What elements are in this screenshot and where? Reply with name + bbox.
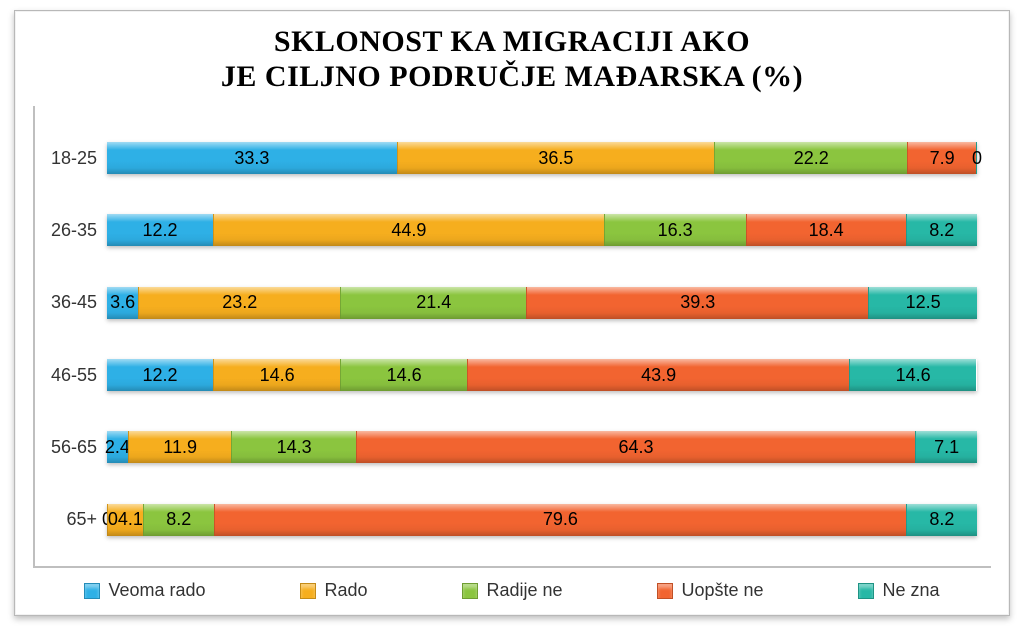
bar-value-label: 8.2 <box>929 220 954 241</box>
bar-segment-ne_zna: 12.5 <box>868 287 977 319</box>
bar-row: 36-453.6 23.2 21.4 39.3 12.5 <box>39 281 977 325</box>
legend-label: Uopšte ne <box>681 580 763 601</box>
bar-value-label: 22.2 <box>794 148 829 169</box>
stacked-bar: 3.6 23.2 21.4 39.3 12.5 <box>107 287 977 319</box>
bar-value-label: 79.6 <box>543 509 578 530</box>
bar-value-label: 8.2 <box>929 509 954 530</box>
legend-swatch-icon <box>84 583 100 599</box>
bar-segment-ne_zna: 0 <box>976 142 977 174</box>
chart-frame: SKLONOST KA MIGRACIJI AKO JE CILJNO PODR… <box>14 10 1010 616</box>
bar-segment-rado: 11.9 <box>128 431 232 463</box>
bar-segment-uopste_ne: 7.9 <box>907 142 976 174</box>
bar-segment-veoma_rado: 12.2 <box>107 214 213 246</box>
legend-item-radije_ne: Radije ne <box>462 580 562 601</box>
category-label: 56-65 <box>39 437 107 458</box>
bar-value-label: 12.5 <box>906 292 941 313</box>
legend-swatch-icon <box>657 583 673 599</box>
bar-segment-radije_ne: 8.2 <box>143 504 214 536</box>
legend-label: Radije ne <box>486 580 562 601</box>
bar-value-label: 64.3 <box>618 437 653 458</box>
bar-segment-rado: 23.2 <box>138 287 340 319</box>
bar-value-label: 7.9 <box>930 148 955 169</box>
bar-segment-veoma_rado: 33.3 <box>107 142 397 174</box>
category-label: 26-35 <box>39 220 107 241</box>
stacked-bar: 2.4 11.9 14.3 64.3 7.1 <box>107 431 977 463</box>
plot-area: 18-25 33.3 36.5 22.2 7.9 0 26-35 12.2 44.9 16.3 18… <box>33 106 991 568</box>
bar-segment-radije_ne: 16.3 <box>604 214 746 246</box>
category-label: 18-25 <box>39 148 107 169</box>
legend-label: Ne zna <box>882 580 939 601</box>
stacked-bar: 12.2 14.6 14.6 43.9 14.6 <box>107 359 977 391</box>
bar-row: 65+004.18.279.68.2 <box>39 498 977 542</box>
stacked-bar: 33.3 36.5 22.2 7.9 0 <box>107 142 977 174</box>
bar-segment-uopste_ne: 64.3 <box>356 431 915 463</box>
bar-segment-rado: 04.1 <box>107 504 143 536</box>
bar-value-label: 23.2 <box>222 292 257 313</box>
chart-title-line2: JE CILJNO PODRUČJE MAĐARSKA (%) <box>221 60 803 93</box>
bar-segment-uopste_ne: 18.4 <box>746 214 906 246</box>
bar-value-label: 14.6 <box>387 365 422 386</box>
bar-segment-rado: 44.9 <box>213 214 604 246</box>
legend-label: Veoma rado <box>108 580 205 601</box>
stacked-bar: 12.2 44.9 16.3 18.4 8.2 <box>107 214 977 246</box>
bar-value-label: 11.9 <box>163 437 197 458</box>
bar-value-label: 18.4 <box>809 220 844 241</box>
bar-value-label: 14.6 <box>260 365 295 386</box>
bar-segment-veoma_rado: 3.6 <box>107 287 138 319</box>
bar-segment-uopste_ne: 39.3 <box>526 287 868 319</box>
bar-value-label: 12.2 <box>143 365 178 386</box>
bar-segment-rado: 14.6 <box>213 359 340 391</box>
bar-segment-veoma_rado: 12.2 <box>107 359 213 391</box>
chart-title: SKLONOST KA MIGRACIJI AKO JE CILJNO PODR… <box>33 25 991 94</box>
chart-title-line1: SKLONOST KA MIGRACIJI AKO <box>274 25 750 58</box>
bar-value-label: 0 <box>972 148 982 169</box>
bar-segment-ne_zna: 7.1 <box>915 431 977 463</box>
category-label: 36-45 <box>39 292 107 313</box>
bar-segment-radije_ne: 21.4 <box>340 287 526 319</box>
bar-value-label: 2.4 <box>105 437 130 458</box>
bar-segment-radije_ne: 22.2 <box>714 142 907 174</box>
bar-value-label: 14.3 <box>277 437 312 458</box>
bar-value-label: 04.1 <box>108 509 143 530</box>
bar-value-label: 21.4 <box>416 292 451 313</box>
bar-value-label: 12.2 <box>143 220 178 241</box>
bar-row: 56-652.4 11.9 14.3 64.3 7.1 <box>39 425 977 469</box>
bar-value-label: 33.3 <box>234 148 269 169</box>
bar-value-label: 39.3 <box>680 292 715 313</box>
legend-swatch-icon <box>300 583 316 599</box>
legend: Veoma rado Rado Radije ne Uopšte ne Ne zna <box>33 568 991 607</box>
bar-segment-radije_ne: 14.6 <box>340 359 467 391</box>
bar-value-label: 14.6 <box>896 365 931 386</box>
bar-row: 26-35 12.2 44.9 16.3 18.4 8.2 <box>39 208 977 252</box>
bar-segment-ne_zna: 8.2 <box>906 504 977 536</box>
bar-segment-rado: 36.5 <box>397 142 715 174</box>
legend-swatch-icon <box>462 583 478 599</box>
legend-item-ne_zna: Ne zna <box>858 580 939 601</box>
bar-row: 46-55 12.2 14.6 14.6 43.9 14.6 <box>39 353 977 397</box>
bar-segment-radije_ne: 14.3 <box>231 431 355 463</box>
bar-segment-ne_zna: 14.6 <box>849 359 976 391</box>
bar-value-label: 43.9 <box>641 365 676 386</box>
legend-item-rado: Rado <box>300 580 367 601</box>
stacked-bar: 004.18.279.68.2 <box>107 504 977 536</box>
bar-value-label: 7.1 <box>934 437 959 458</box>
legend-swatch-icon <box>858 583 874 599</box>
category-label: 46-55 <box>39 365 107 386</box>
legend-label: Rado <box>324 580 367 601</box>
page: SKLONOST KA MIGRACIJI AKO JE CILJNO PODR… <box>0 0 1024 630</box>
bar-segment-ne_zna: 8.2 <box>906 214 977 246</box>
bar-value-label: 44.9 <box>391 220 426 241</box>
bar-value-label: 3.6 <box>110 292 135 313</box>
legend-item-veoma_rado: Veoma rado <box>84 580 205 601</box>
bar-segment-uopste_ne: 43.9 <box>467 359 849 391</box>
bar-segment-uopste_ne: 79.6 <box>214 504 906 536</box>
bar-row: 18-25 33.3 36.5 22.2 7.9 0 <box>39 136 977 180</box>
bar-value-label: 36.5 <box>538 148 573 169</box>
legend-item-uopste_ne: Uopšte ne <box>657 580 763 601</box>
bar-segment-veoma_rado: 2.4 <box>107 431 128 463</box>
bar-value-label: 8.2 <box>166 509 191 530</box>
bar-value-label: 16.3 <box>658 220 693 241</box>
category-label: 65+ <box>39 509 107 530</box>
